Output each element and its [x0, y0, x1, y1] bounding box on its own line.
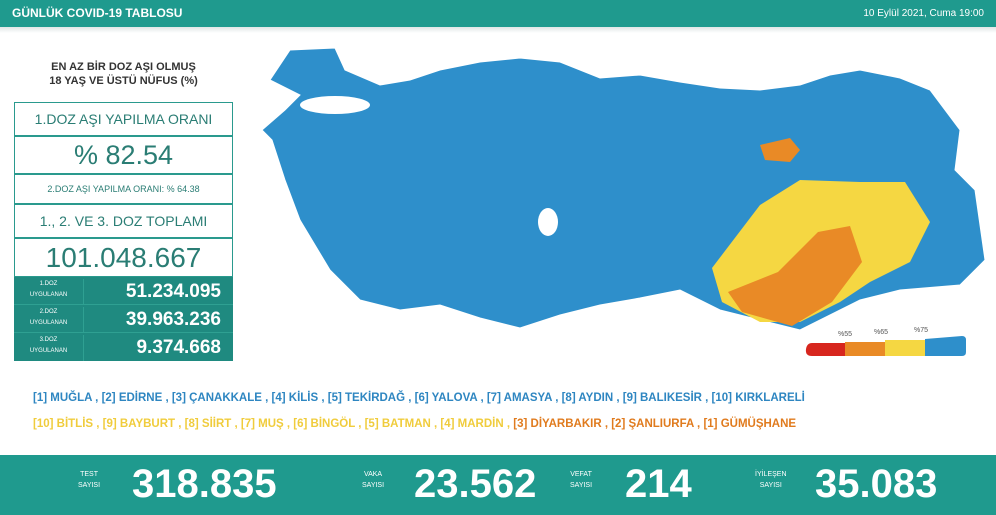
dose-value: 39.963.236: [125, 309, 221, 330]
death-label: VEFAT SAYISI: [570, 471, 593, 489]
dose1-rate-label: 1.DOZ AŞI YAPILMA ORANI: [14, 102, 233, 136]
dose2-rate: 2.DOZ AŞI YAPILMA ORANI: % 64.38: [14, 174, 233, 204]
recovered-count: 35.083: [815, 462, 938, 506]
bottom-provinces-list: [10] BİTLİS , [9] BAYBURT , [8] SİİRT , …: [33, 418, 796, 430]
total-value: 101.048.667: [14, 238, 233, 277]
turkey-vaccination-map: [261, 47, 986, 356]
map-region-orange: [728, 226, 862, 326]
dose-row: 2.DOZ UYGULANAN 39.963.236: [14, 305, 233, 333]
dose-row: 3.DOZ UYGULANAN 9.374.668: [14, 333, 233, 361]
stats-bar: TEST SAYISI 318.835 VAKA SAYISI 23.562 VEF…: [0, 455, 996, 515]
vaccine-heading: EN AZ BİR DOZ AŞI OLMUŞ 18 YAŞ VE ÜSTÜ N…: [14, 60, 233, 88]
gumushane-orange: [760, 138, 800, 162]
tuz-lake: [538, 208, 558, 236]
heading-line1: EN AZ BİR DOZ AŞI OLMUŞ: [51, 61, 196, 73]
legend-yellow: [885, 340, 925, 356]
test-count: 318.835: [132, 462, 277, 506]
dose-table: 1.DOZ UYGULANAN 51.234.095 2.DOZ UYGULANAN 3…: [14, 277, 233, 361]
case-label: VAKA SAYISI: [362, 471, 385, 489]
legend-label: %75: [914, 327, 929, 334]
legend-blue: [925, 336, 966, 356]
top-provinces-list: [1] MUĞLA , [2] EDİRNE , [3] ÇANAKKALE ,…: [33, 392, 805, 404]
legend-label: %55: [838, 331, 853, 338]
case-count: 23.562: [414, 462, 537, 506]
test-label: TEST SAYISI: [78, 471, 101, 489]
legend-label: %65: [874, 329, 889, 336]
dose-row: 1.DOZ UYGULANAN 51.234.095: [14, 277, 233, 305]
legend-red: [805, 343, 845, 356]
orange-provinces: [3] DİYARBAKIR , [2] ŞANLIURFA , [1] GÜM…: [510, 418, 797, 430]
heading-line2: 18 YAŞ VE ÜSTÜ NÜFUS (%): [49, 75, 198, 87]
recovered-label: İYİLEŞEN SAYISI: [755, 471, 787, 489]
legend-bar: [805, 336, 966, 356]
header-bar: GÜNLÜK COVID-19 TABLOSU 10 Eylül 2021, C…: [0, 0, 996, 27]
page-title: GÜNLÜK COVID-19 TABLOSU: [12, 6, 183, 20]
dose-value: 51.234.095: [125, 281, 221, 302]
legend-orange: [845, 342, 885, 356]
marmara-sea: [300, 96, 370, 114]
death-count: 214: [625, 462, 692, 506]
header-shadow: [0, 27, 996, 33]
dose-value: 9.374.668: [136, 337, 221, 358]
yellow-provinces: [10] BİTLİS , [9] BAYBURT , [8] SİİRT , …: [33, 418, 511, 430]
total-label: 1., 2. VE 3. DOZ TOPLAMI: [14, 204, 233, 238]
date-text: 10 Eylül 2021, Cuma 19:00: [863, 8, 984, 19]
dose1-rate-value: % 82.54: [14, 136, 233, 174]
